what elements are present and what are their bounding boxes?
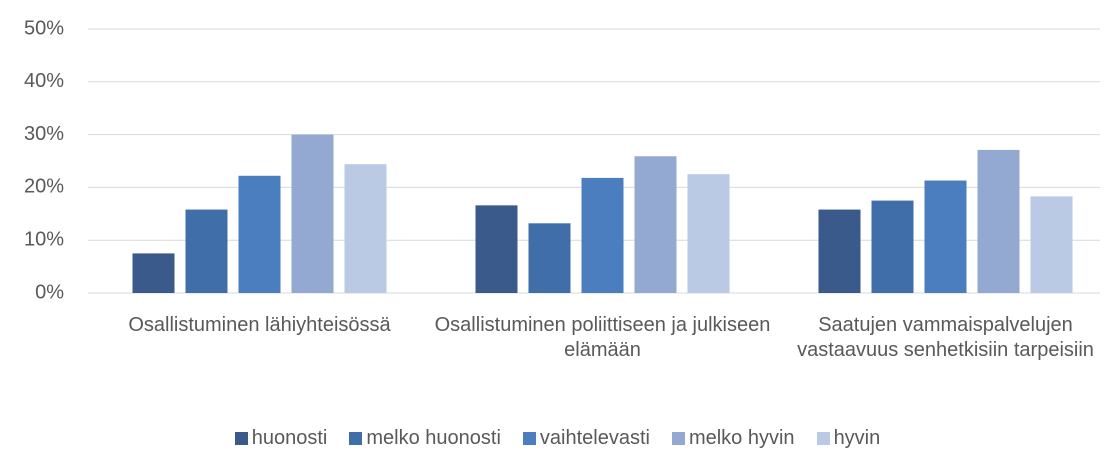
y-tick-label: 20% <box>24 176 64 198</box>
bar <box>238 175 281 293</box>
legend-label: huonosti <box>251 427 328 449</box>
legend-label: melko huonosti <box>366 427 501 449</box>
x-tick-label: Osallistuminen lähiyhteisössä <box>128 314 391 336</box>
bar <box>871 200 914 293</box>
y-tick-label: 0% <box>35 281 64 303</box>
bar <box>185 209 228 293</box>
y-tick-label: 50% <box>24 17 64 39</box>
bar <box>634 156 677 293</box>
bar <box>1030 196 1073 293</box>
legend-item: melko hyvin <box>671 427 795 450</box>
bar <box>818 209 861 293</box>
bar <box>475 205 518 293</box>
bar <box>291 134 334 293</box>
legend-item: vaihtelevasti <box>522 427 650 450</box>
legend-swatch <box>522 432 536 445</box>
legend-item: huonosti <box>234 427 328 450</box>
bar <box>132 253 175 293</box>
legend-item: melko huonosti <box>349 427 501 450</box>
bar <box>977 149 1020 293</box>
legend-item: hyvin <box>816 427 881 450</box>
legend-swatch <box>671 432 685 445</box>
bar <box>581 177 624 293</box>
legend-label: hyvin <box>833 427 881 449</box>
bar <box>687 174 730 293</box>
legend-swatch <box>349 432 363 445</box>
y-tick-label: 30% <box>24 123 64 145</box>
x-tick-label: Saatujen vammaispalvelujen vastaavuus se… <box>797 314 1094 361</box>
x-tick-label: Osallistuminen poliittiseen ja julkiseen… <box>434 314 771 361</box>
bar <box>528 223 571 293</box>
y-tick-label: 40% <box>24 70 64 92</box>
legend: huonosti melko huonosti vaihtelevasti melko… <box>0 427 1115 450</box>
legend-swatch <box>234 432 248 445</box>
legend-swatch <box>816 432 830 445</box>
bar <box>924 180 967 293</box>
bar <box>344 164 387 293</box>
legend-label: melko hyvin <box>688 427 795 449</box>
y-tick-label: 10% <box>24 228 64 250</box>
legend-label: vaihtelevasti <box>539 427 650 449</box>
